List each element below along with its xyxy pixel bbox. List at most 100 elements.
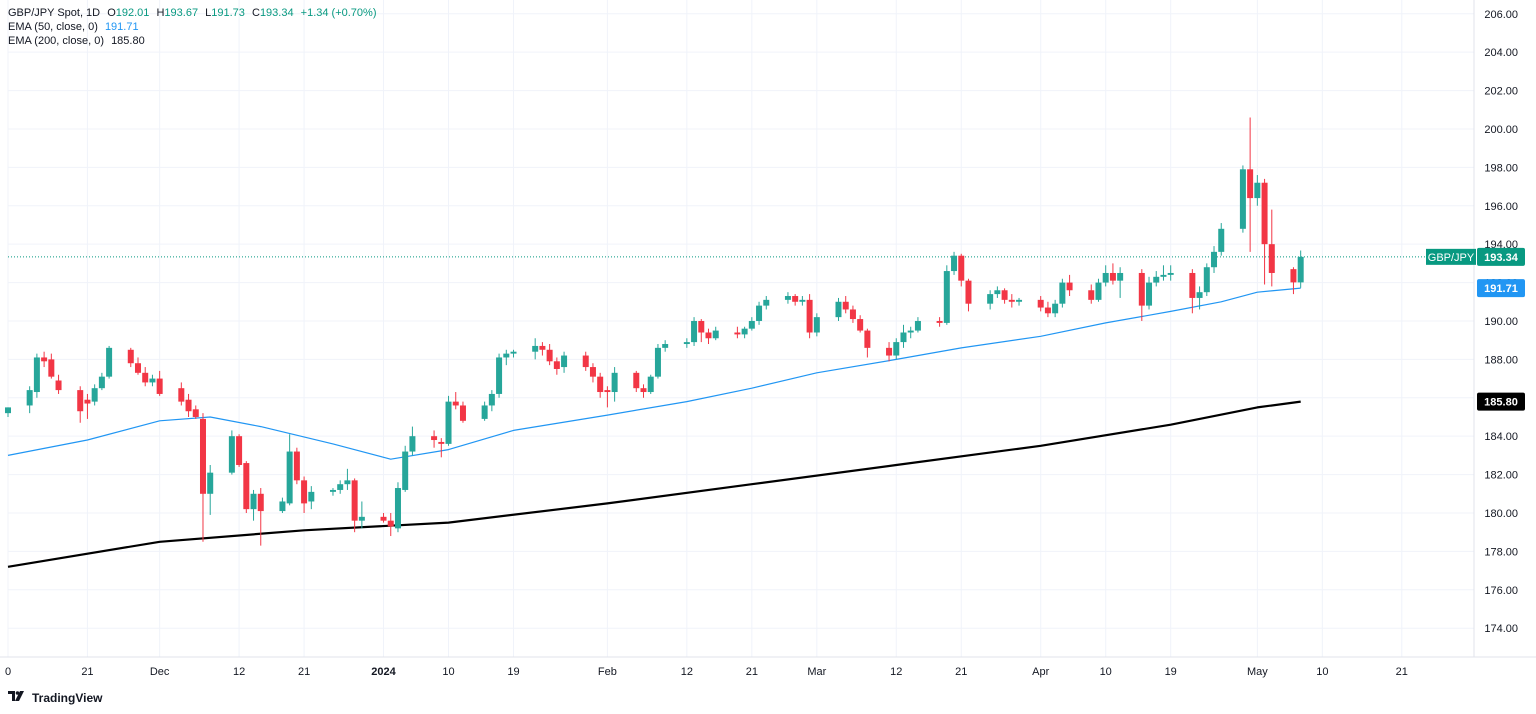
candle-body xyxy=(763,299,770,306)
candle xyxy=(857,315,864,333)
candle-body xyxy=(286,451,293,504)
candle-body xyxy=(900,332,907,343)
candle-body xyxy=(546,349,553,362)
candle xyxy=(134,357,141,375)
candle-body xyxy=(156,378,163,394)
candle xyxy=(1254,175,1261,206)
candle-body xyxy=(1066,282,1073,291)
price-tag-box xyxy=(1477,247,1525,266)
candle xyxy=(452,392,459,410)
candle-body xyxy=(951,255,958,272)
candle xyxy=(958,253,965,287)
candle xyxy=(886,342,893,362)
candle xyxy=(1044,301,1051,318)
ema200-line xyxy=(7,400,1301,568)
tradingview-label: TradingView xyxy=(32,690,103,705)
candle xyxy=(55,374,62,394)
candle-body xyxy=(943,271,950,323)
x-tick-label: May xyxy=(1247,666,1268,678)
candle-body xyxy=(149,378,156,383)
candle-body xyxy=(127,349,134,364)
tradingview-logo[interactable]: TradingView xyxy=(8,690,102,705)
candle xyxy=(351,478,358,533)
price-tag-box xyxy=(1477,392,1525,411)
high-label: H xyxy=(156,7,165,19)
candle-body xyxy=(192,409,199,417)
candle-body xyxy=(329,489,336,492)
price-axis[interactable]: 174.00176.00178.00180.00182.00184.00186.… xyxy=(1484,9,1518,635)
candle xyxy=(510,349,517,358)
candle xyxy=(1059,278,1066,308)
y-tick-label: 178.00 xyxy=(1484,546,1518,558)
candle xyxy=(900,324,907,348)
candle-body xyxy=(640,388,647,393)
ema50-label[interactable]: EMA (50, close, 0) xyxy=(8,21,98,33)
close-label: C xyxy=(251,7,260,19)
ema200-label[interactable]: EMA (200, close, 0) xyxy=(8,35,104,47)
candle-body xyxy=(250,493,257,510)
x-tick-label: 12 xyxy=(233,666,245,678)
symbol-title[interactable]: GBP/JPY Spot, 1D xyxy=(8,7,101,19)
candle xyxy=(640,384,647,398)
candle-body xyxy=(539,345,546,350)
y-tick-label: 182.00 xyxy=(1484,470,1518,482)
candle-body xyxy=(510,351,517,354)
candle-body xyxy=(1102,272,1109,283)
candle xyxy=(1001,288,1008,304)
candle xyxy=(799,296,806,306)
candle xyxy=(1153,271,1160,287)
price-tag: GBP/JPY 193.34 xyxy=(1426,247,1525,266)
candle-body xyxy=(1203,267,1210,293)
time-axis[interactable]: 0 21 Dec 12 21 2024 10 19 Feb 12 21 Mar 12 21 Apr 10 19 M… xyxy=(5,666,1408,678)
candle xyxy=(5,407,11,417)
candle-body xyxy=(784,296,791,300)
candle xyxy=(243,461,250,513)
candle-body xyxy=(1189,272,1196,298)
candle xyxy=(611,367,618,402)
candle xyxy=(987,290,994,310)
candle-body xyxy=(358,516,365,521)
candle xyxy=(1239,165,1246,233)
y-tick-label: 198.00 xyxy=(1484,162,1518,174)
candle xyxy=(842,296,849,314)
candle-body xyxy=(936,320,943,323)
candle-body xyxy=(134,363,141,373)
candle-body xyxy=(792,296,799,302)
candle-body xyxy=(691,320,698,343)
candle xyxy=(662,340,669,352)
candle-body xyxy=(1261,182,1268,245)
candle-body xyxy=(654,347,661,377)
candle xyxy=(409,426,416,456)
candle-body xyxy=(561,355,568,368)
candle-body xyxy=(1059,282,1066,304)
candle xyxy=(683,338,690,348)
candle xyxy=(965,278,972,312)
candle-body xyxy=(207,472,214,494)
price-tag: 185.80 xyxy=(1477,392,1525,411)
candle xyxy=(156,370,163,396)
candle xyxy=(1102,265,1109,287)
candle-body xyxy=(445,401,452,444)
low-label: L xyxy=(205,7,212,19)
price-tags: GBP/JPY 193.34 191.71 185.80 xyxy=(1426,247,1525,411)
candle-body xyxy=(799,299,806,302)
candle-body xyxy=(864,330,871,348)
candle-body xyxy=(1297,256,1304,283)
candle-body xyxy=(243,463,250,510)
y-tick-label: 174.00 xyxy=(1484,623,1518,635)
candle-body xyxy=(662,344,669,348)
candle xyxy=(33,353,40,398)
x-tick-label: 19 xyxy=(1165,666,1177,678)
candle-body xyxy=(907,330,914,333)
candle xyxy=(1008,294,1015,308)
price-tag-value: 191.71 xyxy=(1484,283,1518,295)
candle xyxy=(1189,269,1196,314)
candle xyxy=(329,488,336,496)
candle-body xyxy=(1016,299,1023,302)
ema50-row: EMA (50, close, 0) 191.71 xyxy=(8,20,377,34)
low-value: 191.73 xyxy=(211,7,245,19)
candle xyxy=(98,372,105,391)
y-tick-label: 206.00 xyxy=(1484,9,1518,21)
candle-body xyxy=(589,367,596,377)
